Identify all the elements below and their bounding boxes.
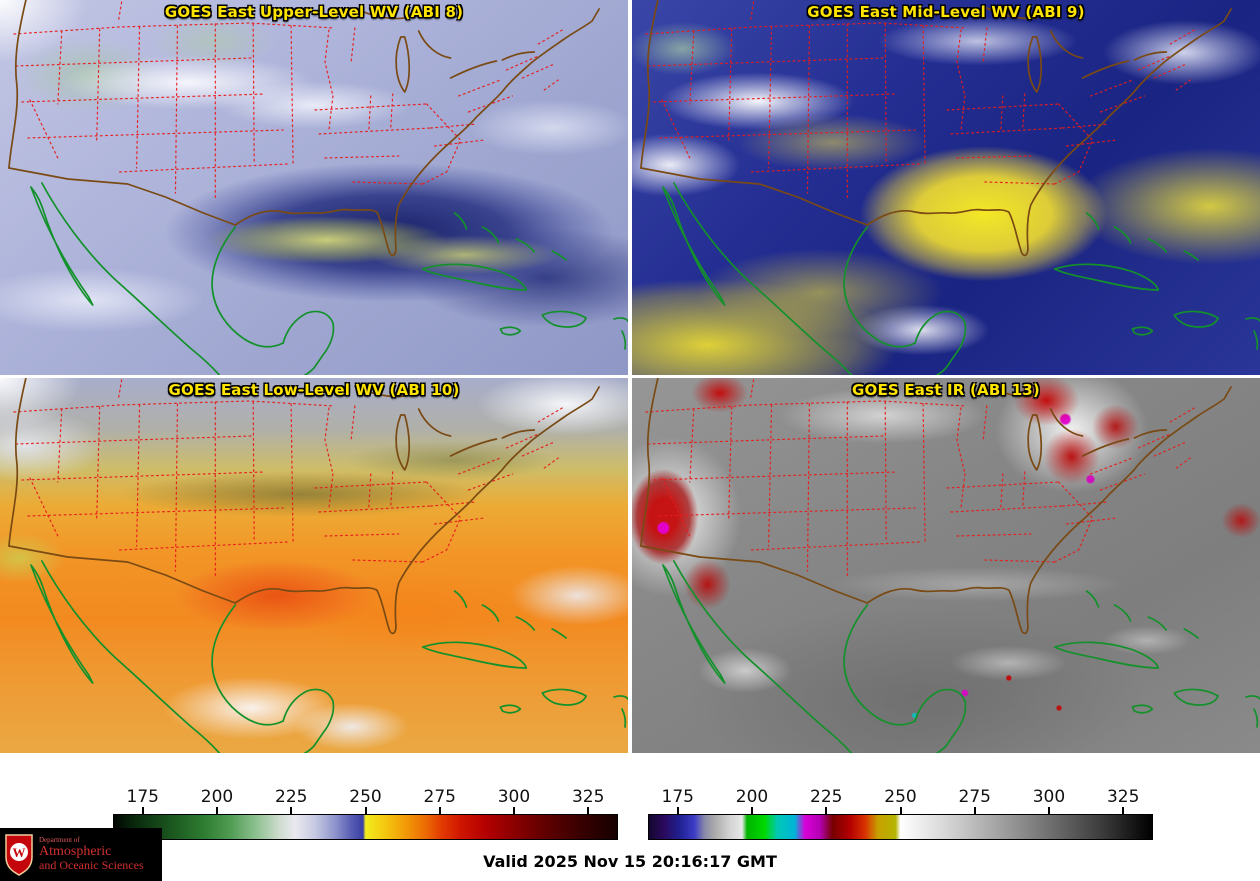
valid-timestamp: Valid 2025 Nov 15 20:16:17 GMT [483,852,777,871]
colorbar-wv: 175 200 225 250 275 300 325 [113,783,618,840]
panel-mid-level-wv: GOES East Mid-Level WV (ABI 9) [632,0,1260,375]
colorbar-tick-label: 225 [810,787,843,807]
map-overlay [8,0,628,375]
colorbar-tick-label: 250 [349,787,382,807]
map-overlay [640,378,1260,753]
colorbar-ir-ticks [648,807,1153,814]
colorbar-tick [973,807,976,814]
colorbar-tick [899,807,902,814]
panel-low-level-wv: GOES East Low-Level WV (ABI 10) [0,378,628,753]
panel-title-low-wv: GOES East Low-Level WV (ABI 10) [168,381,460,399]
colorbar-tick [438,807,441,814]
panel-title-upper-wv: GOES East Upper-Level WV (ABI 8) [164,3,464,21]
colorbar-tick-label: 250 [884,787,917,807]
colorbar-tick [676,807,679,814]
logo-dept-line: Department of [39,836,80,845]
colorbar-wv-gradient [113,814,618,840]
colorbar-tick [216,807,219,814]
colorbar-tick-label: 200 [735,787,769,807]
colorbar-tick-label: 225 [275,787,308,807]
colorbar-tick [825,807,828,814]
panel-upper-level-wv: GOES East Upper-Level WV (ABI 8) [0,0,628,375]
colorbar-wv-ticks [113,807,618,814]
colorbar-tick [1122,807,1125,814]
colorbar-tick [141,807,144,814]
logo-name-line1: Atmospheric [39,843,112,859]
map-overlay [8,378,628,753]
colorbar-tick [587,807,590,814]
colorbar-ir: 175 200 225 250 275 300 325 [648,783,1153,840]
satellite-quad-grid: GOES East Upper-Level WV (ABI 8) GOES Ea… [0,0,1260,753]
panel-title-mid-wv: GOES East Mid-Level WV (ABI 9) [807,3,1085,21]
colorbar-tick-label: 200 [200,787,234,807]
colorbar-tick-label: 325 [1106,787,1140,807]
uw-crest-icon: W [5,833,33,876]
colorbar-tick-label: 275 [423,787,456,807]
colorbar-tick-label: 175 [126,787,160,807]
colorbar-tick-label: 275 [958,787,991,807]
colorbar-wv-labels: 175 200 225 250 275 300 325 [113,783,618,807]
colorbar-tick-label: 175 [661,787,695,807]
colorbar-tick [364,807,367,814]
colorbar-ir-labels: 175 200 225 250 275 300 325 [648,783,1153,807]
colorbar-tick-label: 300 [497,787,531,807]
colorbar-tick-label: 300 [1032,787,1066,807]
map-overlay [640,0,1260,375]
colorbar-tick [290,807,293,814]
panel-title-ir: GOES East IR (ABI 13) [851,381,1040,399]
colorbar-tick [751,807,754,814]
logo-text: Department of Atmospheric and Oceanic Sc… [39,836,144,873]
colorbar-tick [1047,807,1050,814]
panel-ir: GOES East IR (ABI 13) [632,378,1260,753]
crest-letter: W [13,845,26,860]
colorbar-tick [512,807,515,814]
logo-name-line2: and Oceanic Sciences [39,858,144,873]
colorbar-tick-label: 325 [571,787,605,807]
uw-aos-logo: W Department of Atmospheric and Oceanic … [0,828,162,881]
colorbar-ir-gradient [648,814,1153,840]
footer: 175 200 225 250 275 300 325 175 200 225 … [0,753,1260,881]
